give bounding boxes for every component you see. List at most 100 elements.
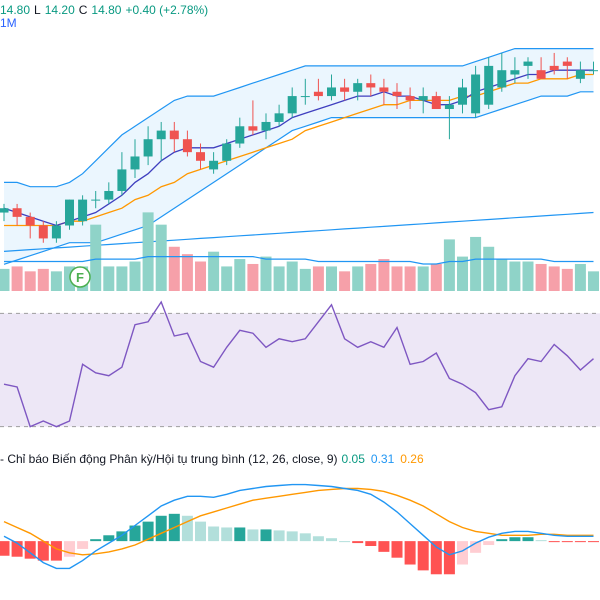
candle-body[interactable] [484, 65, 494, 105]
candle-body[interactable] [458, 87, 467, 105]
candle-body[interactable] [209, 160, 219, 170]
long-ma-line [3, 211, 594, 252]
candle-body[interactable] [589, 70, 598, 72]
macd-histogram-bar [561, 541, 573, 543]
macd-histogram-bar [273, 530, 285, 542]
candle-body[interactable] [143, 139, 153, 157]
price-pane[interactable] [0, 48, 598, 265]
candle-body[interactable] [130, 156, 140, 170]
volume-bar [588, 271, 599, 291]
candle-body[interactable] [196, 152, 205, 161]
volume-bar [574, 263, 586, 291]
candle-body[interactable] [117, 169, 127, 191]
volume-bar [155, 224, 167, 291]
candle-body[interactable] [392, 91, 402, 97]
candle-body[interactable] [38, 225, 48, 239]
candle-body[interactable] [444, 104, 454, 110]
candle-body[interactable] [510, 70, 520, 75]
candle-body[interactable] [497, 70, 507, 88]
candle-body[interactable] [418, 96, 428, 101]
candle-body[interactable] [536, 70, 546, 79]
event-marker-badge[interactable] [69, 266, 91, 288]
candle-body[interactable] [405, 96, 415, 101]
candle-body[interactable] [431, 96, 441, 110]
macd-histogram-bar [0, 541, 10, 556]
candle-body[interactable] [12, 208, 22, 217]
volume-bar [352, 266, 364, 291]
candle-body[interactable] [0, 208, 9, 213]
macd-histogram-bar [312, 536, 324, 542]
macd-histogram-bar [326, 538, 337, 542]
macd-histogram-bar [535, 540, 547, 542]
candle-body[interactable] [523, 61, 533, 66]
candle-body[interactable] [379, 87, 389, 92]
event-marker-label: F [76, 270, 84, 285]
candle-body[interactable] [471, 74, 481, 114]
candle-body[interactable] [78, 199, 88, 222]
candle-body[interactable] [575, 70, 585, 79]
volume-bar [142, 212, 154, 291]
macd-histogram-bar [234, 527, 246, 542]
volume-bar [234, 259, 246, 291]
candle-body[interactable] [340, 87, 350, 92]
macd-histogram-bar [90, 539, 102, 542]
candle-body[interactable] [169, 130, 179, 140]
bollinger-band-fill [4, 48, 594, 265]
volume-bar [299, 268, 311, 291]
candle-body[interactable] [156, 130, 166, 140]
macd-histogram-bar [155, 515, 167, 542]
candle-body[interactable] [562, 61, 572, 66]
volume-bar [496, 259, 508, 291]
macd-histogram-bar [588, 541, 599, 543]
macd-histogram-bar [457, 541, 468, 565]
candle-body[interactable] [65, 199, 74, 226]
macd-histogram-bar [208, 526, 220, 542]
candle-body[interactable] [91, 199, 101, 201]
candle-body[interactable] [327, 87, 336, 97]
macd-histogram-bar [11, 541, 23, 557]
volume-bar [535, 263, 547, 291]
candle-body[interactable] [51, 225, 61, 239]
macd-histogram-bar [50, 541, 62, 561]
macd-histogram-bar [470, 541, 482, 553]
signal-value: 0.31 [370, 452, 395, 466]
candle-body[interactable] [182, 139, 192, 153]
candle-body[interactable] [25, 216, 35, 226]
macd-pane[interactable] [0, 483, 599, 575]
ohlc-legend: 14.80 L 14.20 C 14.80 +0.40 (+2.78%) [0, 3, 212, 17]
open-value: 14.80 [0, 3, 31, 17]
indicator-label: 1M [0, 16, 17, 30]
macd-value: 0.05 [341, 452, 365, 466]
candle-body[interactable] [287, 96, 297, 114]
volume-bar [483, 246, 495, 291]
volume-pane: F [0, 212, 599, 291]
candle-body[interactable] [248, 126, 258, 131]
candle-body[interactable] [366, 83, 376, 88]
volume-bar [470, 236, 482, 291]
rsi-pane[interactable] [0, 300, 600, 428]
volume-bar [404, 266, 416, 291]
candle-body[interactable] [222, 143, 232, 161]
macd-histogram-bar [286, 531, 298, 542]
volume-bar [312, 266, 324, 291]
candle-body[interactable] [549, 65, 559, 71]
macd-title: - Chỉ báo Biến động Phân kỳ/Hội tụ trung… [0, 452, 338, 466]
volume-bar [561, 268, 573, 291]
candle-body[interactable] [313, 91, 323, 97]
macd-histogram-bar [299, 533, 311, 542]
candle-body[interactable] [353, 83, 363, 92]
candle-body[interactable] [104, 190, 114, 200]
volume-bar [247, 263, 259, 291]
volume-bar [0, 268, 10, 291]
candle-body[interactable] [235, 126, 245, 144]
histogram-value: 0.26 [400, 452, 424, 466]
macd-histogram-bar [103, 535, 115, 542]
ma-fast-line [3, 69, 594, 227]
volume-bar [11, 266, 23, 291]
candle-body[interactable] [261, 121, 271, 131]
candle-body[interactable] [274, 113, 284, 122]
candle-body[interactable] [300, 96, 310, 98]
close-value: 14.80 [91, 3, 122, 17]
macd-histogram-bar [548, 541, 560, 543]
